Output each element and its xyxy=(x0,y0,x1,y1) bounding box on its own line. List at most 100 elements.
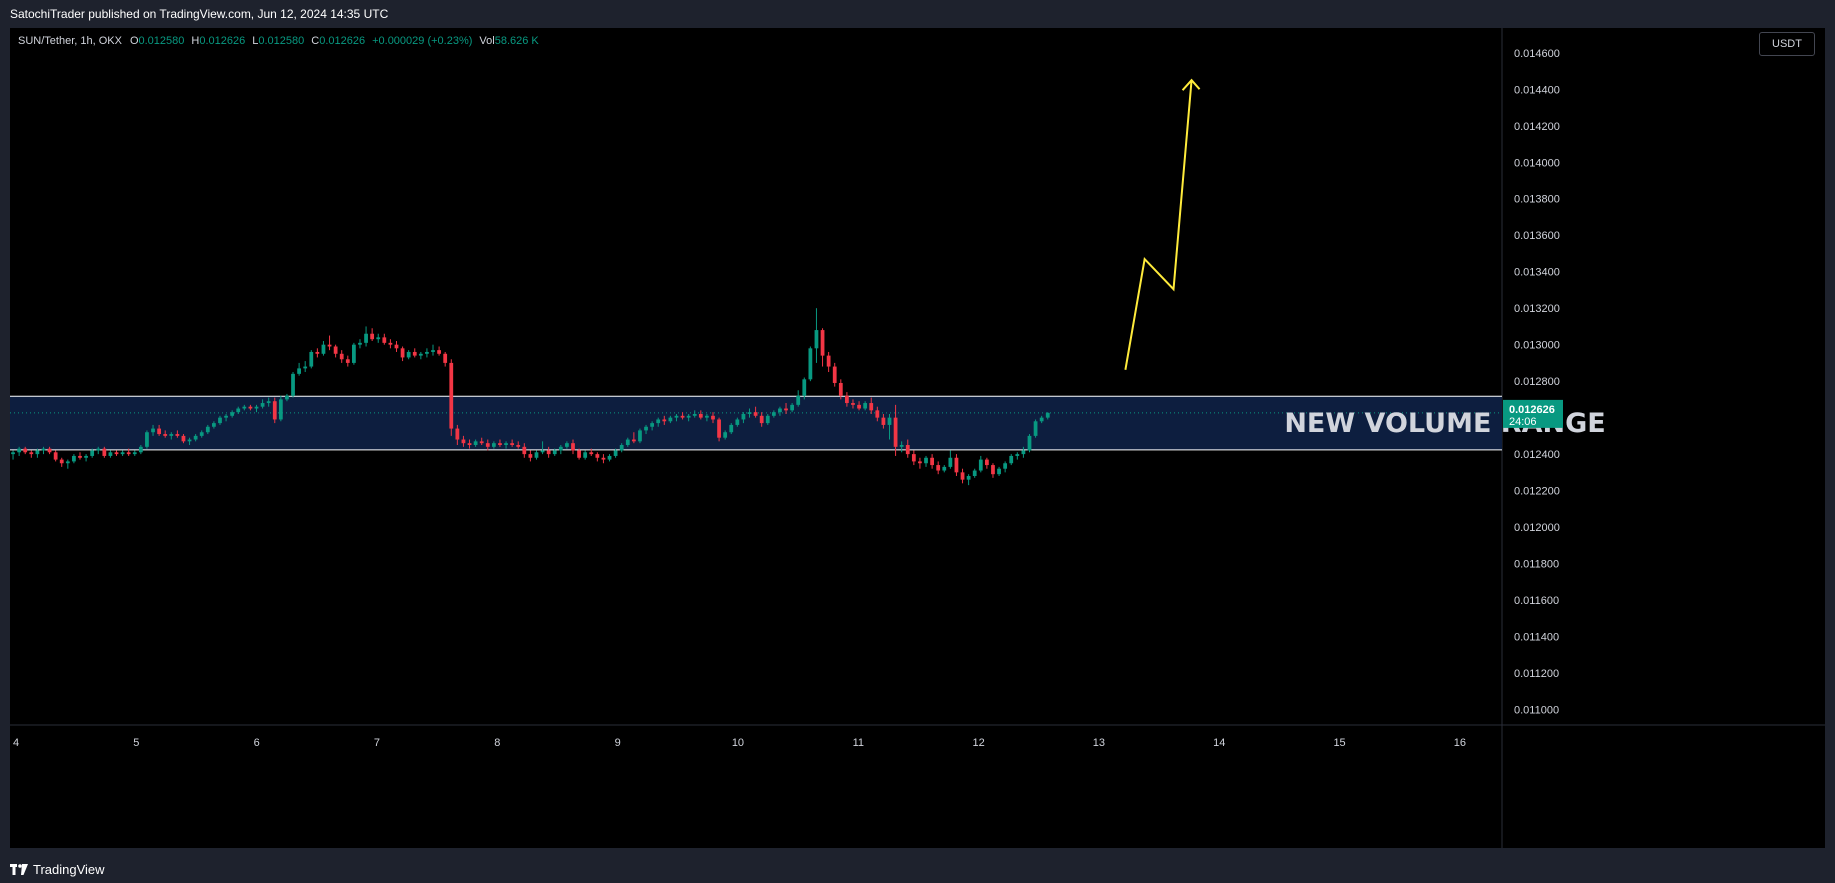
candle-body xyxy=(297,368,301,374)
price-tick-label: 0.011800 xyxy=(1514,559,1559,571)
chart-panel[interactable]: NEW VOLUME RANGE 0.014600 0.014400 0.014200… xyxy=(10,28,1825,848)
candle-body xyxy=(145,432,149,447)
candle-body xyxy=(692,413,697,416)
candle-body xyxy=(972,470,977,477)
candle-body xyxy=(230,412,235,416)
candle-body xyxy=(90,450,95,456)
candle-body xyxy=(96,448,101,451)
candle-body xyxy=(984,459,989,466)
candle-body xyxy=(808,348,813,380)
candle-body xyxy=(47,448,52,453)
candle-body xyxy=(157,428,162,435)
candle-body xyxy=(425,351,429,354)
candle-body xyxy=(169,434,174,436)
footer-brand[interactable]: TradingView xyxy=(33,861,105,877)
candle-body xyxy=(595,454,600,458)
candle-body xyxy=(997,468,1001,475)
candle-body xyxy=(516,444,521,447)
candle-body xyxy=(224,415,228,418)
candle-body xyxy=(376,337,381,340)
time-tick-label: 7 xyxy=(374,737,380,749)
candle-body xyxy=(601,457,606,460)
candle-body xyxy=(406,351,411,358)
candle-body xyxy=(552,450,557,455)
candle-body xyxy=(881,417,886,425)
candle-body xyxy=(589,452,594,455)
bar-countdown: 24:06 xyxy=(1509,416,1537,428)
candle-body xyxy=(613,450,618,456)
time-tick-label: 15 xyxy=(1333,737,1345,749)
legend-open-value: 0.012580 xyxy=(138,35,185,47)
legend-symbol[interactable]: SUN/Tether, 1h, OKX xyxy=(18,35,122,47)
candle-body xyxy=(278,399,283,420)
candle-body xyxy=(577,450,581,458)
candle-body xyxy=(662,419,667,422)
price-tick-label: 0.014400 xyxy=(1514,84,1560,96)
candle-body xyxy=(698,413,703,418)
price-tick-label: 0.012200 xyxy=(1514,486,1560,498)
candle-body xyxy=(309,351,314,367)
candle-body xyxy=(534,452,539,458)
candle-body xyxy=(175,434,180,436)
candle-body xyxy=(540,450,545,453)
candle-body xyxy=(899,444,904,447)
time-tick-label: 8 xyxy=(494,737,500,749)
legend-high-value: 0.012626 xyxy=(199,35,246,47)
currency-button[interactable]: USDT xyxy=(1759,32,1815,56)
candle-body xyxy=(388,342,393,345)
candle-body xyxy=(948,457,953,467)
projection-path xyxy=(1124,80,1193,371)
candle-body xyxy=(248,406,253,409)
candle-body xyxy=(918,461,922,464)
candle-body xyxy=(272,401,277,420)
candle-body xyxy=(668,417,673,422)
candle-body xyxy=(437,350,441,354)
candle-body xyxy=(924,457,928,464)
candle-body xyxy=(303,366,308,369)
candle-body xyxy=(820,330,825,356)
candle-body xyxy=(321,344,326,354)
time-tick-label: 11 xyxy=(853,737,864,749)
candle-body xyxy=(479,441,484,444)
price-tick-label: 0.013400 xyxy=(1514,267,1560,279)
price-tick-label: 0.012800 xyxy=(1514,376,1560,388)
candle-body xyxy=(23,448,28,453)
candle-body xyxy=(784,408,788,411)
time-tick-label: 4 xyxy=(13,737,19,749)
price-tick-label: 0.012000 xyxy=(1514,522,1560,534)
candle-body xyxy=(1003,463,1008,469)
candle-body xyxy=(814,330,819,349)
candle-body xyxy=(723,432,728,438)
candle-body xyxy=(400,348,405,358)
legend-close-label: C xyxy=(311,35,320,47)
candle-body xyxy=(461,439,466,444)
candle-body xyxy=(193,435,198,440)
candle-body xyxy=(29,452,34,455)
candle-body xyxy=(558,446,563,451)
candle-body xyxy=(364,333,368,343)
candle-body xyxy=(84,455,88,458)
candle-body xyxy=(339,353,344,360)
candle-body xyxy=(1033,421,1038,436)
time-tick-label: 9 xyxy=(615,737,621,749)
candle-body xyxy=(1045,412,1050,418)
price-chart[interactable]: NEW VOLUME RANGE0.0146000.0144000.014200… xyxy=(10,28,1825,848)
candle-body xyxy=(851,403,855,405)
candle-body xyxy=(498,443,502,445)
candle-body xyxy=(644,426,648,431)
time-tick-label: 14 xyxy=(1213,737,1225,749)
candle-body xyxy=(11,452,15,455)
candle-body xyxy=(528,454,533,458)
candle-body xyxy=(467,443,472,445)
projection-arrowhead xyxy=(1181,78,1201,91)
price-tick-label: 0.011400 xyxy=(1514,632,1559,644)
time-tick-label: 6 xyxy=(254,737,260,749)
candle-body xyxy=(41,448,46,451)
candle-body xyxy=(236,408,241,413)
candle-body xyxy=(65,461,70,464)
candle-body xyxy=(1021,450,1026,455)
candle-body xyxy=(680,415,685,418)
candle-body xyxy=(59,459,64,464)
candle-body xyxy=(352,344,356,363)
candle-body xyxy=(1027,435,1032,451)
